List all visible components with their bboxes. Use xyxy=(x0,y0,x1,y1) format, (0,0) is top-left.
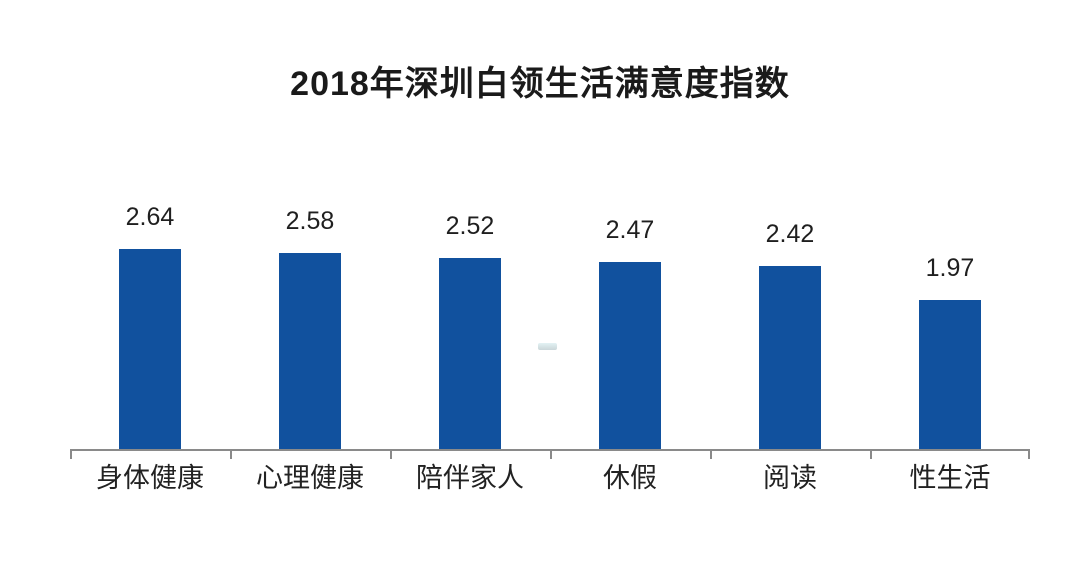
bar-2 xyxy=(439,258,501,449)
bar-5 xyxy=(919,300,981,449)
category-label-2: 陪伴家人 xyxy=(416,463,524,493)
x-axis-tick-6 xyxy=(1028,449,1030,459)
x-axis-tick-1 xyxy=(230,449,232,459)
x-axis-tick-4 xyxy=(710,449,712,459)
category-label-1: 心理健康 xyxy=(256,463,364,493)
bar-value-label-4: 2.42 xyxy=(765,220,815,248)
bar-value-label-0: 2.64 xyxy=(125,203,175,231)
x-axis-tick-0 xyxy=(70,449,72,459)
bar-value-label-2: 2.52 xyxy=(445,212,495,240)
x-axis-tick-3 xyxy=(550,449,552,459)
bar-value-label-1: 2.58 xyxy=(285,207,335,235)
bar-0 xyxy=(119,249,181,449)
category-label-3: 休假 xyxy=(603,463,657,493)
watermark-smudge xyxy=(538,343,557,350)
category-label-4: 阅读 xyxy=(763,463,817,493)
category-label-0: 身体健康 xyxy=(96,463,204,493)
chart-title: 2018年深圳白领生活满意度指数 xyxy=(290,65,790,103)
x-axis-tick-2 xyxy=(390,449,392,459)
bar-1 xyxy=(279,253,341,449)
bar-3 xyxy=(599,262,661,449)
bar-value-label-5: 1.97 xyxy=(925,254,975,282)
bar-value-label-3: 2.47 xyxy=(605,216,655,244)
bar-4 xyxy=(759,266,821,449)
category-label-5: 性生活 xyxy=(909,463,991,493)
x-axis-tick-5 xyxy=(870,449,872,459)
